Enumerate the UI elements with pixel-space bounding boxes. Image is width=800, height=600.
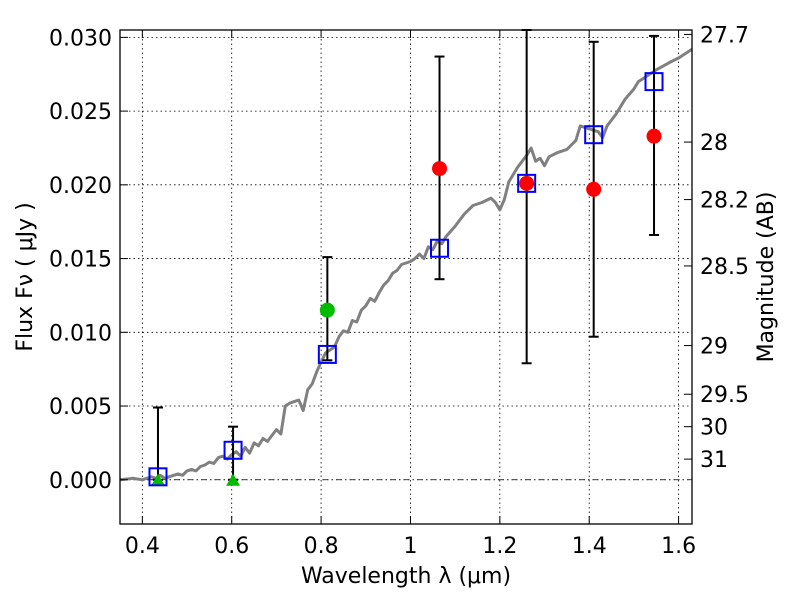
x-tick-label: 0.4 [125, 534, 160, 559]
y2-tick-label: 29 [700, 335, 728, 360]
y2-tick-label: 29.5 [700, 383, 749, 408]
model-spectrum-line [119, 47, 693, 482]
red-observed-point [586, 181, 602, 197]
upper-limit-triangle-point [150, 473, 165, 486]
x-tick-label: 1.2 [482, 534, 517, 559]
upper-limit-triangle-point [226, 473, 241, 486]
red-observed-point [519, 175, 535, 191]
data-marks-layer [148, 29, 664, 487]
model-spectrum-layer [119, 47, 693, 482]
y-axis-label: Flux Fν ( μJy ) [13, 202, 38, 351]
y-tick-label: 0.005 [49, 395, 112, 420]
y2-axis-label: Magnitude (AB) [754, 192, 779, 363]
model-square-point [317, 344, 337, 364]
y2-tick-label: 27.7 [700, 23, 749, 48]
y-tick-label: 0.010 [49, 321, 112, 346]
x-tick-label: 0.8 [304, 534, 339, 559]
model-square-point [223, 440, 243, 460]
y2-tick-label: 30 [700, 416, 728, 441]
x-axis-label: Wavelength λ (μm) [301, 564, 511, 589]
y-tick-label: 0.020 [49, 174, 112, 199]
x-tick-label: 1.6 [661, 534, 696, 559]
x-tick-label: 1.4 [572, 534, 607, 559]
plot-frame [119, 29, 693, 525]
model-square-point [430, 238, 450, 258]
y2-tick-label: 28.2 [700, 189, 749, 214]
model-square-point [644, 72, 664, 92]
model-square-point [517, 173, 537, 193]
y2-tick-label: 28.5 [700, 255, 749, 280]
x-tick-label: 0.6 [214, 534, 249, 559]
axes [119, 29, 693, 525]
green-observed-point [319, 302, 335, 318]
model-square-point [148, 467, 168, 487]
y2-tick-label: 31 [700, 448, 728, 473]
y-tick-label: 0.000 [49, 469, 112, 494]
y-tick-label: 0.015 [49, 248, 112, 273]
y-tick-label: 0.030 [49, 26, 112, 51]
grid-lines [120, 30, 692, 524]
model-square-point [584, 125, 604, 145]
red-observed-point [432, 161, 448, 177]
y2-tick-label: 28 [700, 131, 728, 156]
x-tick-label: 1 [403, 534, 417, 559]
tick-labels: 0.4 0.6 0.8 1 1.2 1.4 1.6 0.000 0.005 0.010 0.015 0… [49, 23, 749, 559]
y-tick-label: 0.025 [49, 100, 112, 125]
red-observed-point [646, 128, 662, 144]
